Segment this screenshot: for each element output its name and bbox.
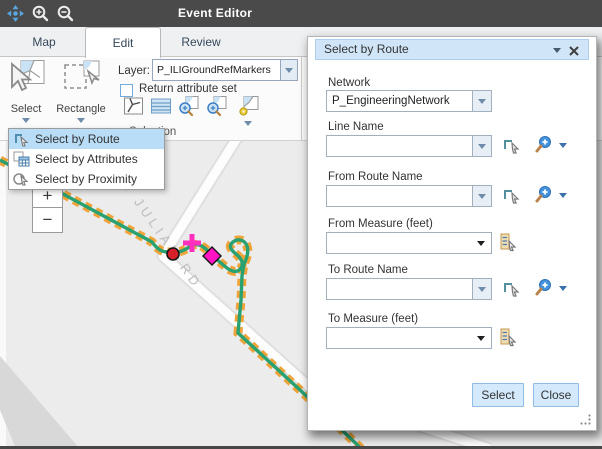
- close-button[interactable]: Close: [533, 383, 579, 407]
- to-route-select-on-map-icon[interactable]: [501, 279, 523, 303]
- attribute-table-icon[interactable]: [150, 95, 174, 119]
- to-measure-label: To Measure (feet): [328, 313, 419, 325]
- zoom-out-button[interactable]: −: [32, 208, 63, 233]
- layer-dropdown[interactable]: P_ILIGroundRefMarkers: [152, 59, 298, 81]
- zoom-to-selection-icon[interactable]: [178, 95, 202, 119]
- rectangle-tool-label: Rectangle: [56, 103, 106, 115]
- menu-item-label: Select by Route: [35, 132, 120, 146]
- pan-icon[interactable]: [6, 4, 25, 23]
- map-zoom-control: + −: [32, 183, 63, 233]
- line-select-on-map-icon[interactable]: [501, 136, 523, 160]
- from-route-dropdown-button[interactable]: [472, 186, 491, 206]
- ribbon-divider: [301, 57, 302, 141]
- zoom-in-icon[interactable]: [31, 4, 50, 23]
- to-measure-combo[interactable]: [326, 327, 492, 349]
- select-by-proximity-icon: [13, 173, 29, 186]
- layer-label: Layer:: [118, 65, 150, 77]
- select-dropdown-menu: Select by Route Select by Attributes Sel…: [8, 128, 165, 190]
- map-edge: [0, 141, 6, 446]
- rectangle-dropdown-arrow[interactable]: [77, 118, 85, 123]
- resize-grip[interactable]: [579, 413, 592, 426]
- tab-edit[interactable]: Edit: [85, 27, 161, 58]
- select-tool-icon: [11, 60, 45, 92]
- layer-dropdown-button[interactable]: [280, 60, 297, 80]
- return-attribute-set-label: Return attribute set: [139, 83, 237, 95]
- select-by-attributes-icon: [13, 151, 30, 167]
- return-attribute-set-checkbox[interactable]: [120, 84, 133, 97]
- road-band: [0, 356, 78, 446]
- line-zoom-dropdown-arrow[interactable]: [559, 143, 567, 148]
- select-by-route-icon: [15, 134, 29, 147]
- panel-collapse-icon[interactable]: [553, 48, 561, 53]
- app-title: Event Editor: [178, 6, 253, 20]
- from-route-zoom-icon[interactable]: [534, 185, 554, 210]
- from-measure-combo[interactable]: [326, 232, 492, 254]
- select-button[interactable]: Select: [472, 383, 524, 407]
- to-route-dropdown[interactable]: [326, 278, 492, 300]
- line-zoom-icon[interactable]: [534, 135, 554, 160]
- menu-item-select-by-route[interactable]: Select by Route: [9, 129, 164, 149]
- to-route-label: To Route Name: [328, 264, 408, 276]
- rectangle-tool-button[interactable]: Rectangle: [52, 59, 110, 123]
- from-route-select-on-map-icon[interactable]: [501, 186, 523, 210]
- panel-title: Select by Route: [324, 42, 409, 56]
- line-name-dropdown-button[interactable]: [472, 136, 491, 156]
- tab-review[interactable]: Review: [181, 35, 221, 49]
- rectangle-tool-icon: [64, 60, 100, 89]
- menu-item-select-by-proximity[interactable]: Select by Proximity: [9, 169, 164, 189]
- tab-map[interactable]: Map: [32, 35, 56, 49]
- select-by-route-panel: Select by Route Network P_EngineeringNet…: [307, 36, 597, 431]
- select-features-icon[interactable]: [123, 95, 147, 119]
- panel-header: Select by Route: [315, 39, 589, 60]
- line-name-dropdown[interactable]: [326, 135, 492, 157]
- from-route-label: From Route Name: [328, 171, 423, 183]
- from-route-zoom-dropdown-arrow[interactable]: [559, 193, 567, 198]
- layer-dropdown-value: P_ILIGroundRefMarkers: [157, 64, 271, 76]
- from-route-dropdown[interactable]: [326, 185, 492, 207]
- point-event-marker[interactable]: [166, 247, 180, 261]
- to-measure-pick-icon[interactable]: [499, 328, 520, 352]
- line-name-label: Line Name: [328, 121, 384, 133]
- select-tool-label: Select: [10, 103, 42, 115]
- menu-item-label: Select by Proximity: [35, 172, 138, 186]
- from-measure-dropdown-arrow[interactable]: [477, 241, 485, 246]
- from-measure-label: From Measure (feet): [328, 218, 433, 230]
- network-dropdown-button[interactable]: [472, 91, 491, 111]
- zoom-out-icon[interactable]: [56, 4, 75, 23]
- network-dropdown[interactable]: P_EngineeringNetwork: [326, 90, 492, 112]
- zoom-to-selected-icon[interactable]: [206, 95, 230, 119]
- to-route-dropdown-button[interactable]: [472, 279, 491, 299]
- select-dropdown-arrow[interactable]: [22, 118, 30, 123]
- app-titlebar: Event Editor: [0, 0, 602, 27]
- to-route-zoom-icon[interactable]: [534, 278, 554, 303]
- to-route-zoom-dropdown-arrow[interactable]: [559, 286, 567, 291]
- to-measure-dropdown-arrow[interactable]: [477, 336, 485, 341]
- from-measure-pick-icon[interactable]: [499, 233, 520, 257]
- selection-options-arrow[interactable]: [244, 121, 252, 126]
- selection-options-icon[interactable]: [238, 95, 262, 119]
- diamond-marker[interactable]: [202, 246, 222, 266]
- select-tool-button[interactable]: Select: [2, 59, 50, 123]
- plus-marker[interactable]: [183, 234, 201, 252]
- network-value: P_EngineeringNetwork: [332, 95, 450, 107]
- menu-item-label: Select by Attributes: [35, 152, 138, 166]
- menu-item-select-by-attributes[interactable]: Select by Attributes: [9, 149, 164, 169]
- network-label: Network: [328, 77, 371, 89]
- window-bottom-edge: [0, 446, 602, 448]
- panel-close-icon[interactable]: [568, 44, 580, 56]
- route-line-green: [0, 158, 362, 446]
